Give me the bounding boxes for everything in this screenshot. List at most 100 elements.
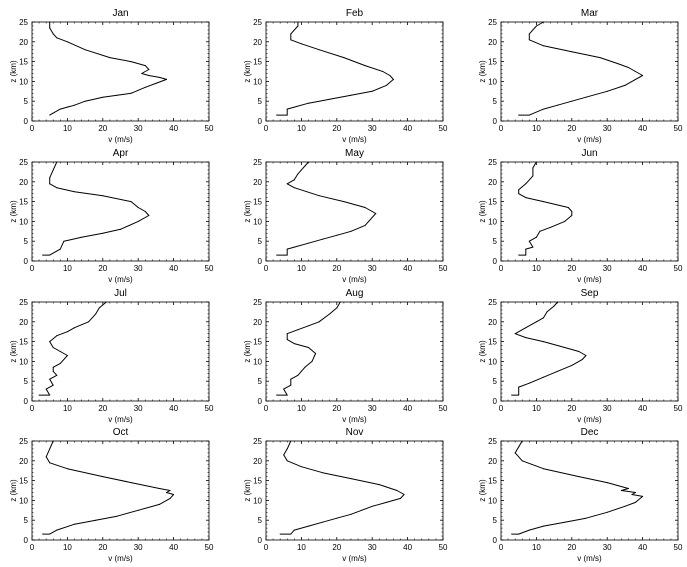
data-point [52, 347, 54, 349]
y-tick-label: 20 [19, 318, 28, 327]
x-tick-label: 10 [297, 543, 306, 552]
data-point [318, 321, 320, 323]
y-tick-label: 10 [19, 357, 28, 366]
x-tick-label: 20 [332, 404, 341, 413]
x-tick-label: 30 [134, 124, 143, 133]
data-point [518, 446, 520, 448]
x-tick-label: 50 [674, 543, 683, 552]
data-point [144, 211, 146, 212]
y-tick-label: 25 [488, 298, 497, 307]
data-point [528, 39, 530, 41]
y-tick-label: 5 [493, 516, 498, 525]
data-point [329, 313, 331, 315]
data-point [322, 521, 324, 523]
data-point [102, 96, 104, 98]
y-tick-label: 20 [253, 318, 262, 327]
data-point [542, 45, 544, 47]
y-axis-label: z (km) [9, 200, 18, 223]
x-tick-label: 20 [332, 543, 341, 552]
x-tick-label: 0 [264, 264, 269, 273]
data-point [606, 511, 608, 513]
data-point [297, 173, 299, 175]
y-tick-label: 0 [493, 536, 498, 545]
x-tick-label: 50 [439, 404, 448, 413]
y-tick-label: 10 [253, 357, 262, 366]
data-point [585, 354, 587, 356]
data-point [144, 86, 146, 88]
data-point [378, 484, 380, 486]
x-tick-label: 20 [332, 124, 341, 133]
data-point [286, 108, 288, 110]
y-axis-label: z (km) [478, 340, 487, 363]
y-axis-label: z (km) [9, 479, 18, 502]
x-tick-label: 40 [169, 543, 178, 552]
x-tick-label: 20 [567, 264, 576, 273]
x-tick-label: 50 [205, 543, 214, 552]
data-point [518, 386, 520, 388]
x-tick-label: 20 [567, 404, 576, 413]
data-point [564, 521, 566, 523]
y-tick-label: 15 [19, 58, 28, 67]
y-tick-label: 15 [488, 198, 497, 207]
subplot-apr: Apr 0 10 20 30 40 50 0 5 10 15 20 25 v (m/s) z (km) [9, 148, 214, 284]
data-point [169, 497, 171, 499]
data-point [307, 242, 309, 244]
data-point [564, 347, 566, 349]
y-axis-label: z (km) [9, 60, 18, 83]
x-axis-label: v (m/s) [108, 275, 133, 284]
data-point [297, 25, 299, 27]
y-tick-label: 0 [24, 117, 29, 126]
data-point [627, 67, 629, 69]
x-tick-label: 30 [368, 404, 377, 413]
wind-profile-line [276, 301, 341, 396]
x-tick-label: 0 [499, 543, 504, 552]
data-point [158, 76, 160, 78]
plot-frame [31, 301, 210, 402]
data-point [158, 488, 160, 490]
x-tick-label: 20 [567, 124, 576, 133]
data-point [279, 533, 281, 535]
data-point [141, 72, 143, 74]
x-tick-label: 30 [603, 404, 612, 413]
plot-frame [265, 161, 444, 262]
subplot-aug: Aug 0 10 20 30 40 50 0 5 10 15 20 25 v (m/s) z (km) [243, 288, 448, 424]
x-axis-label: v (m/s) [342, 415, 367, 424]
data-point [318, 49, 320, 51]
data-point [297, 21, 299, 23]
x-tick-label: 0 [499, 124, 504, 133]
y-tick-label: 20 [253, 457, 262, 466]
x-tick-label: 40 [638, 404, 647, 413]
data-point [286, 394, 288, 396]
x-tick-label: 30 [134, 264, 143, 273]
y-tick-label: 10 [253, 77, 262, 86]
data-point [297, 329, 299, 331]
data-point [307, 161, 309, 163]
data-point [361, 509, 363, 511]
data-point [528, 382, 530, 384]
y-tick-label: 25 [253, 158, 262, 167]
plot-frame [31, 440, 210, 541]
y-tick-label: 15 [488, 58, 497, 67]
x-tick-label: 20 [98, 124, 107, 133]
data-point [59, 248, 61, 250]
data-point [137, 207, 139, 209]
y-axis-label: z (km) [243, 200, 252, 223]
y-axis-label: z (km) [243, 60, 252, 83]
data-point [599, 57, 601, 59]
data-point [59, 351, 61, 352]
data-point [52, 366, 54, 368]
data-point [144, 65, 146, 67]
data-point [532, 167, 534, 169]
data-point [542, 317, 544, 319]
data-point [585, 96, 587, 98]
data-point [571, 364, 573, 366]
data-point [371, 211, 373, 212]
data-point [293, 343, 295, 345]
y-tick-label: 20 [488, 178, 497, 187]
data-point [535, 161, 537, 163]
x-tick-label: 0 [264, 404, 269, 413]
y-tick-label: 0 [258, 536, 263, 545]
data-point [557, 104, 559, 106]
data-point [350, 94, 352, 96]
data-point [137, 220, 139, 222]
